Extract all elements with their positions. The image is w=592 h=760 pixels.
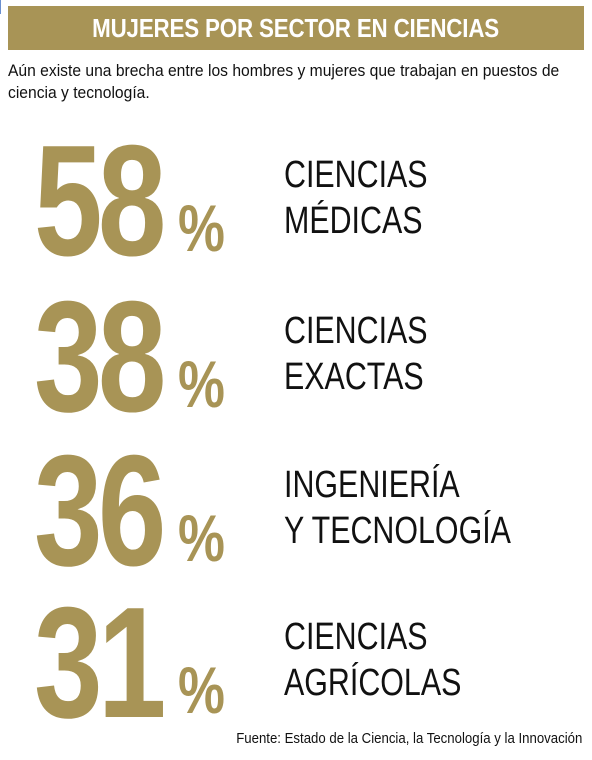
category-label-line: INGENIERÍA xyxy=(284,464,460,506)
chart-subtitle: Aún existe una brecha entre los hombres … xyxy=(8,61,560,102)
stat-value: 36 xyxy=(34,423,166,599)
category-label: CIENCIAS MÉDICAS xyxy=(284,152,588,244)
stat-row: 58% CIENCIAS MÉDICAS xyxy=(0,113,592,289)
category-label-line: CIENCIAS xyxy=(284,154,428,196)
stat-value: 58 xyxy=(34,113,166,289)
category-label-line: CIENCIAS xyxy=(284,616,428,658)
corner-mark xyxy=(0,0,5,14)
stat-value: 38 xyxy=(34,269,166,445)
category-label: INGENIERÍA Y TECNOLOGÍA xyxy=(284,462,588,554)
percent-sign: % xyxy=(178,653,225,727)
stat-row: 36% INGENIERÍA Y TECNOLOGÍA xyxy=(0,423,592,599)
source-note: Fuente: Estado de la Ciencia, la Tecnolo… xyxy=(235,730,582,747)
percent-sign: % xyxy=(178,347,225,421)
category-label-line: AGRÍCOLAS xyxy=(284,662,462,704)
chart-title: MUJERES POR SECTOR EN CIENCIAS xyxy=(92,12,500,43)
percent-sign: % xyxy=(178,501,225,575)
category-label: CIENCIAS AGRÍCOLAS xyxy=(284,614,588,706)
stat-row: 31% CIENCIAS AGRÍCOLAS xyxy=(0,575,592,751)
stat-value: 31 xyxy=(34,575,166,751)
title-banner: MUJERES POR SECTOR EN CIENCIAS xyxy=(8,6,584,50)
category-label-line: CIENCIAS xyxy=(284,310,428,352)
category-label-line: MÉDICAS xyxy=(284,200,423,242)
stat-row: 38% CIENCIAS EXACTAS xyxy=(0,269,592,445)
category-label-line: Y TECNOLOGÍA xyxy=(284,510,511,552)
category-label-line: EXACTAS xyxy=(284,356,424,398)
category-label: CIENCIAS EXACTAS xyxy=(284,308,588,400)
percent-sign: % xyxy=(178,191,225,265)
